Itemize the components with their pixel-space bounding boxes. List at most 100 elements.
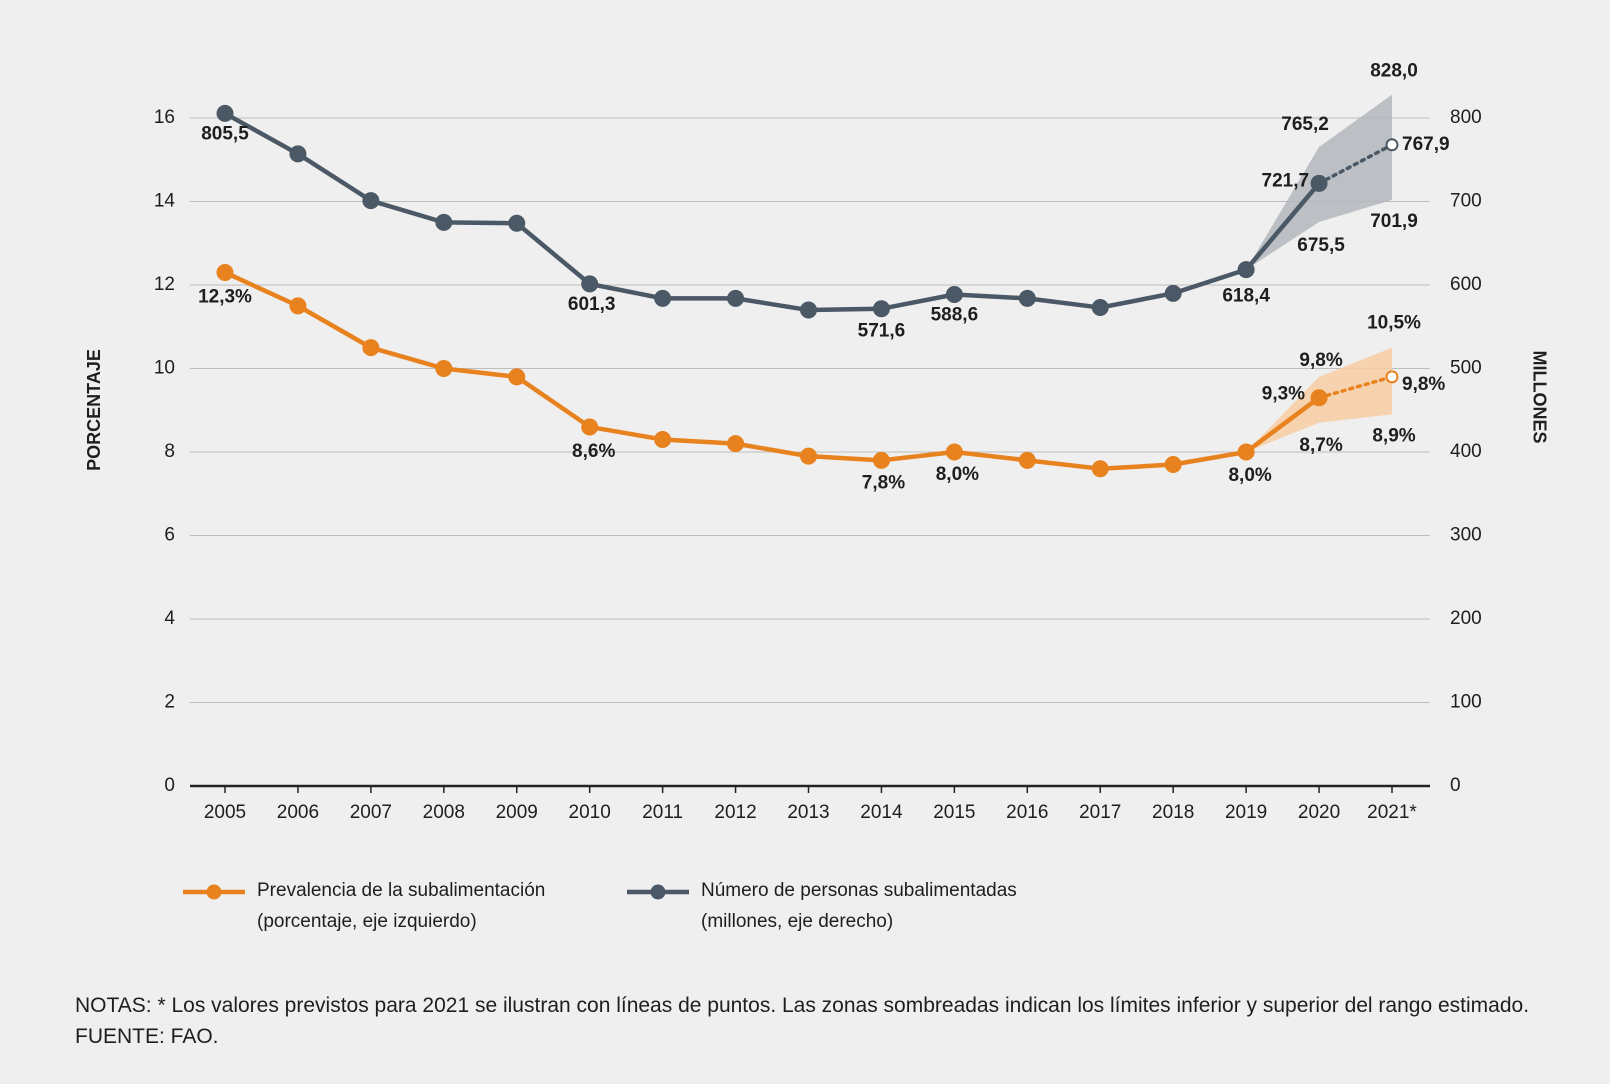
x-tick-label: 2011 — [642, 802, 683, 823]
data-point — [654, 430, 672, 448]
y-tick-label: 16 — [154, 107, 175, 128]
data-point — [1018, 451, 1036, 469]
data-label: 571,6 — [858, 321, 906, 342]
data-point — [654, 289, 672, 307]
series-line — [224, 270, 1321, 471]
data-label: 9,3% — [1262, 384, 1305, 405]
data-label: 721,7 — [1262, 170, 1310, 191]
data-label: 9,8% — [1299, 350, 1342, 371]
x-tick-label: 2017 — [1079, 802, 1121, 823]
legend-label: Prevalencia de la subalimentación — [257, 880, 545, 901]
y2-tick-label: 0 — [1450, 775, 1461, 796]
x-tick-label: 2006 — [277, 802, 319, 823]
data-point — [1237, 443, 1255, 461]
data-point — [435, 360, 453, 377]
y2-tick-label: 700 — [1450, 191, 1482, 212]
y-tick-label: 2 — [164, 692, 175, 713]
data-label: 12,3% — [198, 286, 252, 307]
y2-tick-label: 300 — [1450, 525, 1482, 546]
data-point — [1164, 456, 1182, 474]
x-tick-label: 2019 — [1225, 802, 1267, 823]
x-tick-label: 2010 — [569, 802, 611, 823]
data-point — [508, 214, 526, 232]
y-tick-label: 8 — [164, 441, 175, 462]
data-point — [216, 263, 234, 281]
data-label: 601,3 — [568, 294, 616, 315]
notes: NOTAS: * Los valores previstos para 2021… — [75, 990, 1575, 1052]
data-label: 8,0% — [936, 464, 979, 485]
y-tick-label: 12 — [154, 274, 175, 295]
data-label: 7,8% — [862, 472, 905, 493]
y-tick-label: 0 — [164, 775, 175, 796]
x-tick-label: 2012 — [714, 802, 756, 823]
data-point — [581, 275, 599, 293]
data-label: 765,2 — [1281, 114, 1329, 135]
data-point — [362, 339, 380, 357]
data-point — [216, 104, 234, 122]
legend-swatch-dot — [650, 884, 666, 900]
data-point — [872, 451, 890, 469]
y-tick-label: 14 — [154, 191, 176, 212]
y-axis-label: PORCENTAJE — [84, 349, 104, 471]
data-point — [362, 192, 380, 210]
x-tick-label: 2020 — [1298, 802, 1340, 823]
data-point — [581, 418, 599, 436]
data-label: 8,9% — [1372, 425, 1415, 446]
legend-label: Número de personas subalimentadas — [701, 880, 1017, 901]
series-line — [223, 111, 1321, 313]
data-point — [727, 435, 745, 453]
data-label: 8,0% — [1228, 465, 1271, 486]
x-tick-label: 2009 — [496, 802, 538, 823]
y2-tick-label: 800 — [1450, 107, 1482, 128]
forecast-line — [1317, 143, 1394, 186]
data-point — [1310, 389, 1328, 407]
x-tick-label: 2015 — [933, 802, 975, 823]
x-tick-label: 2016 — [1006, 802, 1048, 823]
data-point — [289, 297, 307, 315]
data-label: 8,6% — [572, 441, 615, 462]
legend-note: (porcentaje, eje izquierdo) — [257, 911, 477, 932]
data-label: 767,9 — [1402, 134, 1450, 155]
data-point — [1310, 174, 1328, 192]
y-tick-label: 6 — [164, 525, 175, 546]
y-tick-label: 10 — [154, 358, 175, 379]
y-tick-label: 4 — [164, 608, 175, 629]
data-point — [508, 368, 526, 386]
forecast-line — [1317, 375, 1394, 400]
data-point — [727, 289, 745, 307]
data-label: 588,6 — [931, 305, 979, 326]
x-tick-label: 2005 — [204, 802, 246, 823]
data-label: 805,5 — [201, 123, 249, 144]
source-text: FUENTE: FAO. — [75, 1025, 219, 1048]
data-point — [800, 447, 817, 465]
x-tick-label: 2021* — [1367, 802, 1417, 823]
data-point — [289, 145, 307, 163]
data-point — [1164, 284, 1182, 302]
x-tick-label: 2014 — [860, 802, 903, 823]
data-point — [1385, 370, 1399, 384]
data-point — [1091, 460, 1109, 478]
data-point — [800, 301, 817, 319]
data-point — [1385, 138, 1399, 152]
data-label: 701,9 — [1370, 211, 1418, 232]
y2-tick-label: 400 — [1450, 441, 1482, 462]
x-tick-label: 2008 — [423, 802, 465, 823]
data-point — [1237, 261, 1255, 279]
data-label: 9,8% — [1402, 374, 1445, 395]
x-tick-label: 2007 — [350, 802, 392, 823]
legend-swatch-dot — [206, 884, 222, 900]
data-label: 828,0 — [1370, 61, 1418, 82]
x-tick-label: 2013 — [787, 802, 829, 823]
chart: PORCENTAJE MILLONES 0 2 4 6 8 10 12 14 16 0 100 200… — [84, 61, 1550, 932]
note-text: NOTAS: * Los valores previstos para 2021… — [75, 994, 1530, 1017]
data-point — [945, 286, 963, 304]
data-point — [1018, 289, 1036, 307]
data-label: 10,5% — [1367, 313, 1421, 334]
data-point — [1091, 299, 1109, 317]
data-point — [435, 213, 453, 231]
legend-note: (millones, eje derecho) — [701, 911, 893, 932]
y2-tick-label: 100 — [1450, 692, 1482, 713]
data-label: 618,4 — [1222, 286, 1270, 307]
data-label: 675,5 — [1297, 235, 1345, 256]
